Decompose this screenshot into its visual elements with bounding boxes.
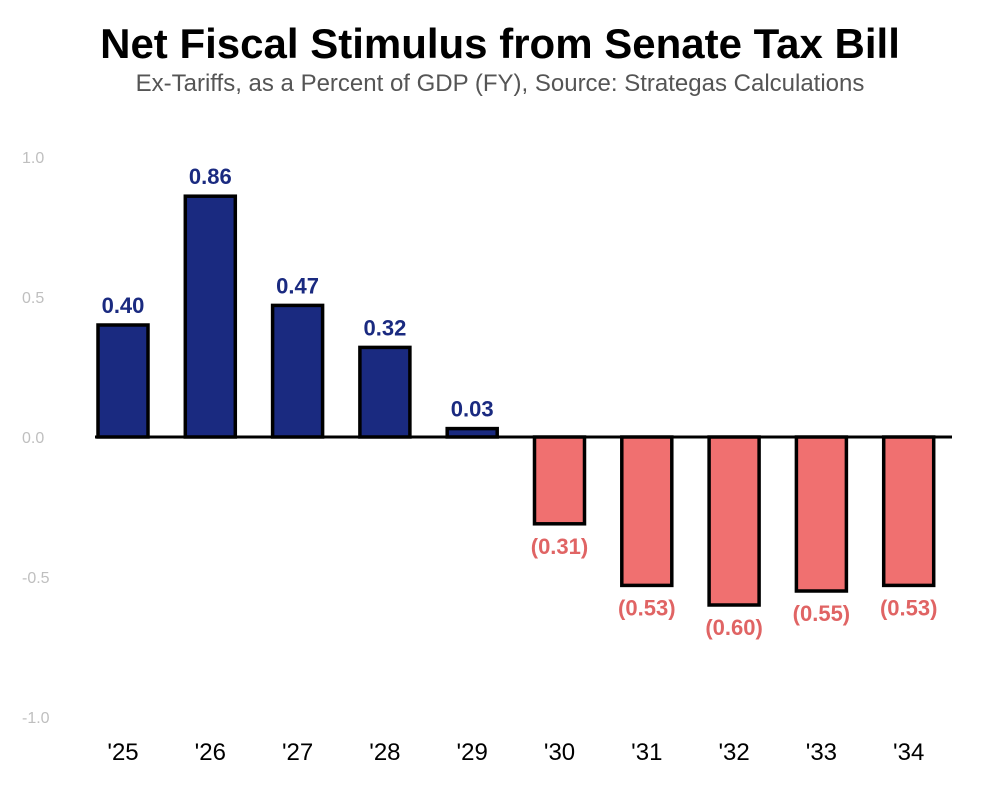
x-tick-label: '30 bbox=[544, 739, 575, 766]
data-label: (0.60) bbox=[705, 615, 762, 640]
bar bbox=[183, 194, 238, 439]
bar bbox=[96, 323, 150, 439]
data-label: 0.47 bbox=[276, 273, 319, 298]
bar bbox=[270, 303, 325, 439]
y-tick-label: -0.5 bbox=[22, 570, 50, 587]
chart-subtitle: Ex-Tariffs, as a Percent of GDP (FY), So… bbox=[135, 70, 865, 97]
bar bbox=[881, 435, 936, 588]
y-tick-label: 0.0 bbox=[22, 430, 44, 447]
x-tick-label: '29 bbox=[457, 739, 488, 766]
data-label: (0.55) bbox=[793, 601, 850, 626]
x-tick-label: '34 bbox=[893, 739, 924, 766]
chart-title: Net Fiscal Stimulus from Senate Tax Bill bbox=[100, 20, 900, 67]
data-label: 0.03 bbox=[451, 397, 494, 422]
bar bbox=[794, 435, 849, 593]
data-label: (0.31) bbox=[531, 534, 588, 559]
bar bbox=[707, 435, 761, 607]
x-tick-label: '27 bbox=[282, 739, 313, 766]
data-label: 0.86 bbox=[189, 164, 232, 189]
x-tick-label: '33 bbox=[806, 739, 837, 766]
data-label: (0.53) bbox=[618, 595, 675, 620]
x-tick-label: '31 bbox=[631, 739, 662, 766]
data-label: (0.53) bbox=[880, 595, 937, 620]
y-tick-label: 1.0 bbox=[22, 150, 44, 167]
x-tick-label: '32 bbox=[718, 739, 749, 766]
x-tick-label: '26 bbox=[195, 739, 226, 766]
y-tick-label: 0.5 bbox=[22, 290, 44, 307]
x-tick-label: '28 bbox=[369, 739, 400, 766]
bar bbox=[620, 435, 674, 588]
data-label: 0.40 bbox=[102, 293, 145, 318]
bar bbox=[358, 345, 412, 439]
data-label: 0.32 bbox=[363, 315, 406, 340]
x-tick-label: '25 bbox=[107, 739, 138, 766]
y-tick-label: -1.0 bbox=[22, 710, 50, 727]
bar bbox=[532, 435, 587, 526]
